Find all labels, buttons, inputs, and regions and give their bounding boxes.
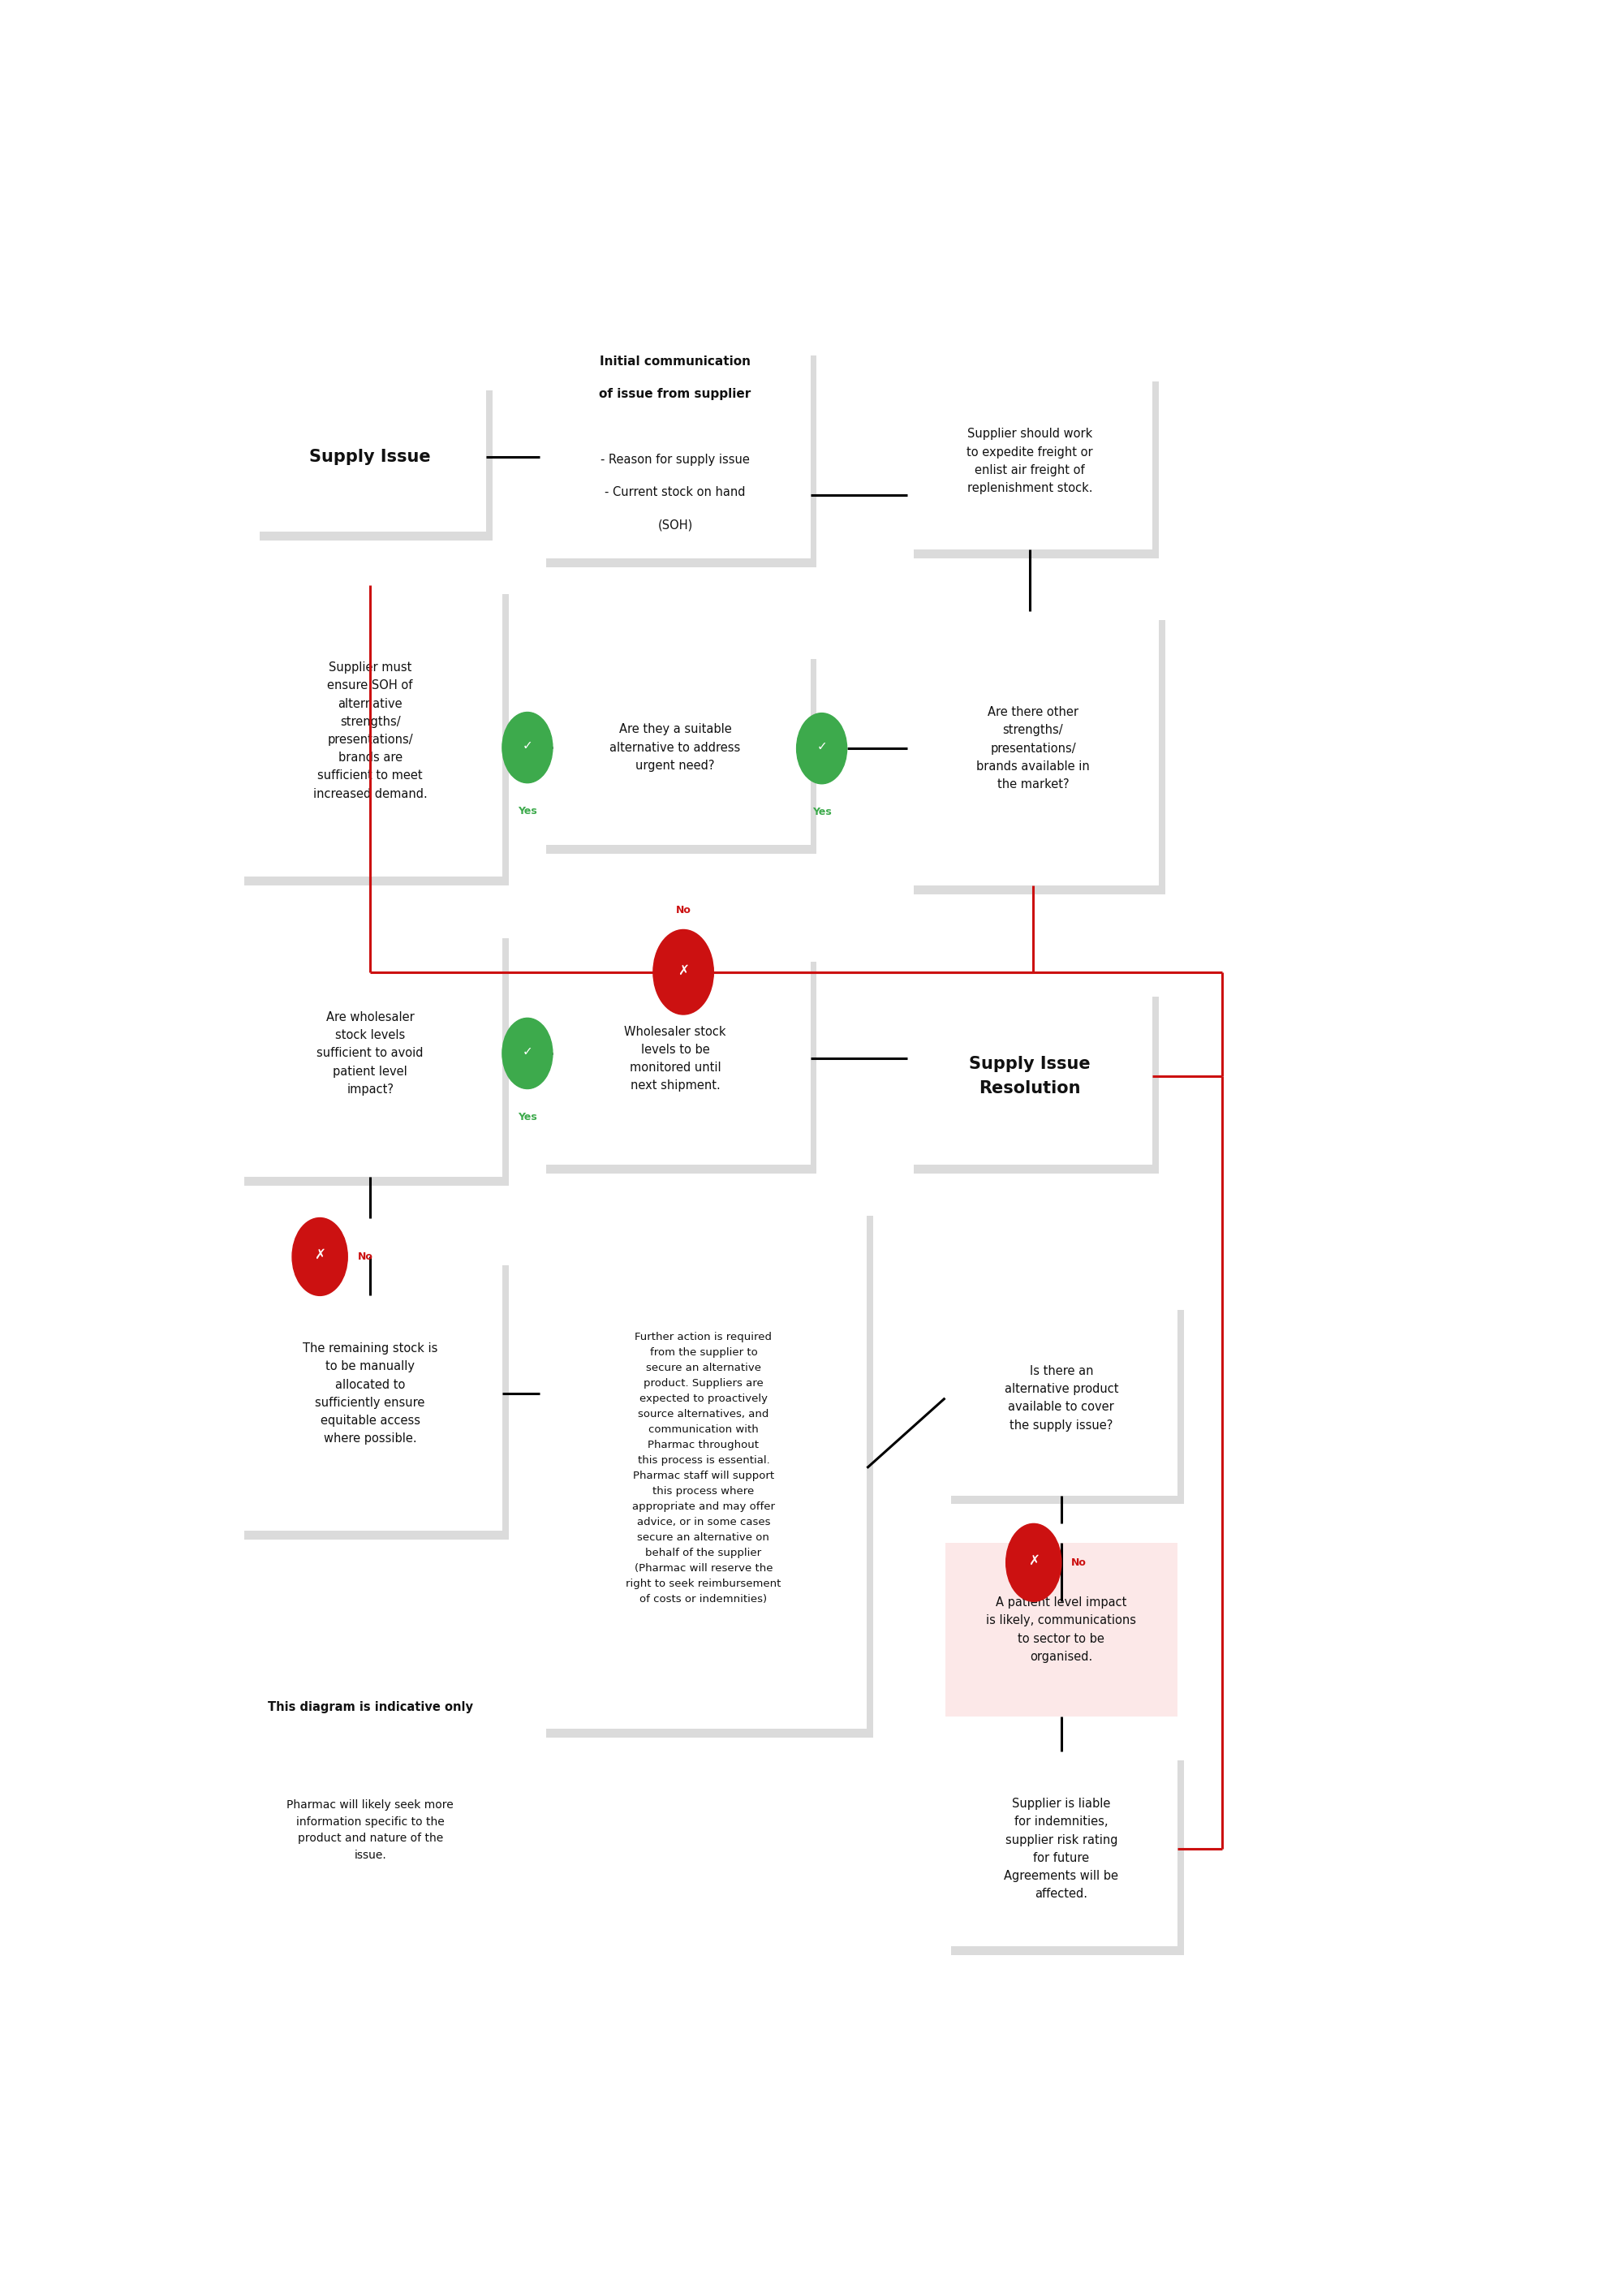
Text: No: No <box>675 905 691 916</box>
Text: ✗: ✗ <box>315 1247 326 1263</box>
FancyBboxPatch shape <box>907 372 1152 549</box>
Text: A patient level impact
is likely, communications
to sector to be
organised.: A patient level impact is likely, commun… <box>987 1596 1136 1662</box>
Text: Wholesaler stock
levels to be
monitored until
next shipment.: Wholesaler stock levels to be monitored … <box>625 1026 725 1093</box>
Text: Supplier is liable
for indemnities,
supplier risk rating
for future
Agreements w: Supplier is liable for indemnities, supp… <box>1005 1798 1118 1901</box>
FancyBboxPatch shape <box>945 1302 1178 1495</box>
Text: ✓: ✓ <box>523 739 532 751</box>
Text: Yes: Yes <box>518 806 537 817</box>
FancyBboxPatch shape <box>907 611 1159 886</box>
FancyBboxPatch shape <box>245 1265 508 1541</box>
Circle shape <box>652 930 714 1015</box>
FancyBboxPatch shape <box>907 987 1152 1164</box>
FancyBboxPatch shape <box>914 620 1165 893</box>
FancyBboxPatch shape <box>540 650 810 845</box>
FancyBboxPatch shape <box>239 930 502 1178</box>
FancyBboxPatch shape <box>945 1752 1178 1947</box>
FancyBboxPatch shape <box>260 390 492 542</box>
Text: Further action is required
from the supplier to
secure an alternative
product. S: Further action is required from the supp… <box>626 1332 781 1605</box>
Text: No: No <box>1071 1557 1087 1568</box>
FancyBboxPatch shape <box>547 356 816 567</box>
Text: ✗: ✗ <box>1027 1554 1039 1568</box>
FancyBboxPatch shape <box>239 1256 502 1531</box>
FancyBboxPatch shape <box>253 381 485 533</box>
FancyBboxPatch shape <box>951 1309 1185 1504</box>
Text: No: No <box>357 1251 373 1263</box>
Text: Yes: Yes <box>518 1111 537 1123</box>
FancyBboxPatch shape <box>547 962 816 1173</box>
Text: (SOH): (SOH) <box>657 519 693 530</box>
Text: Are there other
strengths/
presentations/
brands available in
the market?: Are there other strengths/ presentations… <box>977 707 1089 790</box>
Text: The remaining stock is
to be manually
allocated to
sufficiently ensure
equitable: The remaining stock is to be manually al… <box>302 1343 438 1444</box>
FancyBboxPatch shape <box>945 1543 1178 1717</box>
Text: Supplier should work
to expedite freight or
enlist air freight of
replenishment : Supplier should work to expedite freight… <box>967 427 1092 494</box>
Circle shape <box>797 714 847 783</box>
Text: Are wholesaler
stock levels
sufficient to avoid
patient level
impact?: Are wholesaler stock levels sufficient t… <box>316 1010 424 1095</box>
FancyBboxPatch shape <box>547 659 816 854</box>
Text: - Current stock on hand: - Current stock on hand <box>605 487 745 498</box>
Text: ✗: ✗ <box>678 962 690 978</box>
Circle shape <box>292 1217 347 1295</box>
Text: ✓: ✓ <box>816 742 826 753</box>
FancyBboxPatch shape <box>951 1761 1185 1956</box>
Text: Supply Issue
Resolution: Supply Issue Resolution <box>969 1056 1091 1097</box>
FancyBboxPatch shape <box>914 381 1159 558</box>
Text: Is there an
alternative product
available to cover
the supply issue?: Is there an alternative product availabl… <box>1005 1366 1118 1430</box>
FancyBboxPatch shape <box>547 1217 873 1738</box>
FancyBboxPatch shape <box>540 1208 867 1729</box>
FancyBboxPatch shape <box>540 953 810 1164</box>
FancyBboxPatch shape <box>245 939 508 1187</box>
Circle shape <box>502 712 552 783</box>
Circle shape <box>1006 1525 1061 1603</box>
FancyBboxPatch shape <box>239 585 502 877</box>
Text: Are they a suitable
alternative to address
urgent need?: Are they a suitable alternative to addre… <box>610 723 740 771</box>
Text: ✓: ✓ <box>523 1045 532 1058</box>
Text: This diagram is indicative only: This diagram is indicative only <box>268 1701 472 1713</box>
FancyBboxPatch shape <box>914 996 1159 1173</box>
Text: - Reason for supply issue: - Reason for supply issue <box>601 455 750 466</box>
Text: Pharmac will likely seek more
information specific to the
product and nature of : Pharmac will likely seek more informatio… <box>287 1800 454 1860</box>
Text: Supply Issue: Supply Issue <box>308 448 430 464</box>
Circle shape <box>502 1017 552 1088</box>
Text: Supplier must
ensure SOH of
alternative
strengths/
presentations/
brands are
suf: Supplier must ensure SOH of alternative … <box>313 661 427 799</box>
Text: of issue from supplier: of issue from supplier <box>599 388 751 400</box>
Text: Yes: Yes <box>812 806 831 817</box>
FancyBboxPatch shape <box>245 595 508 886</box>
FancyBboxPatch shape <box>540 347 810 558</box>
Text: Initial communication: Initial communication <box>601 356 751 367</box>
